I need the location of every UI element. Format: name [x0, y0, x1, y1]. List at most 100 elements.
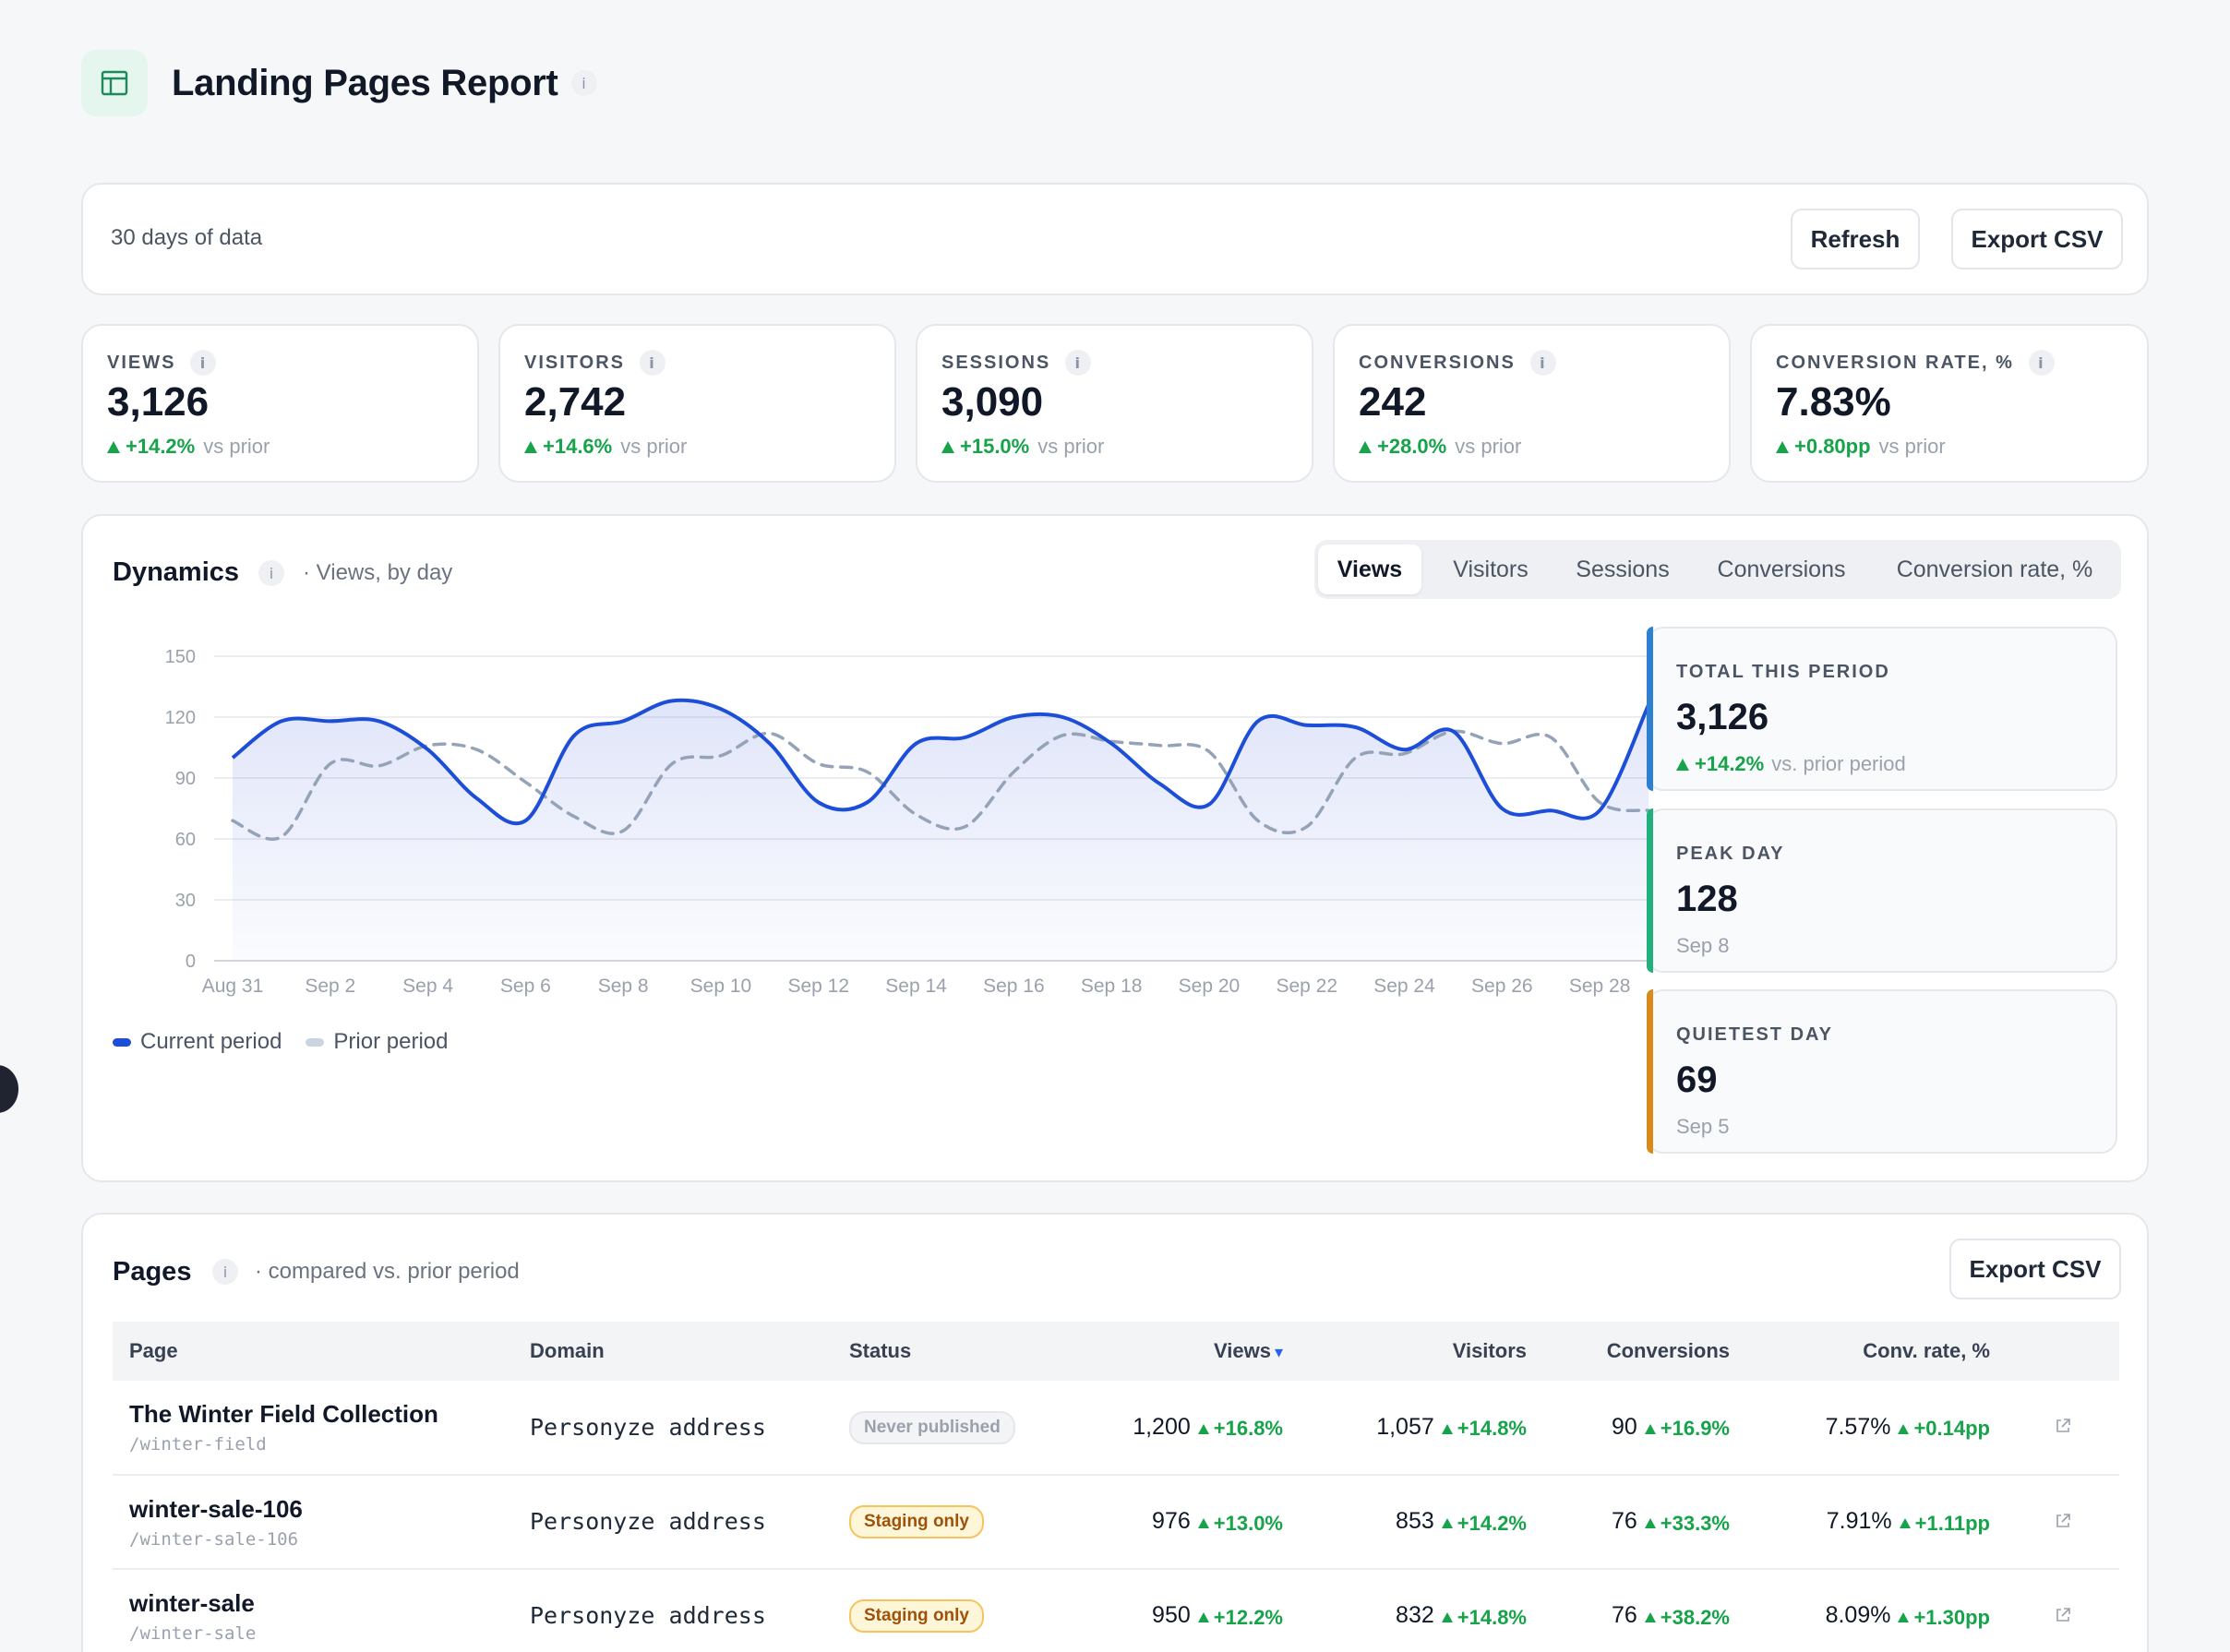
x-tick-label: Sep 8: [598, 976, 649, 997]
page-name[interactable]: winter-sale: [129, 1588, 255, 1617]
stat-label: QUIETEST DAY: [1676, 1024, 1833, 1045]
info-icon[interactable]: i: [190, 350, 217, 376]
table-row[interactable]: winter-sale/winter-sale Personyze addres…: [113, 1569, 2119, 1652]
column-header-visitors[interactable]: Visitors: [1452, 1339, 1527, 1362]
info-icon[interactable]: i: [212, 1259, 238, 1285]
kpi-card-visitors: VISITORS i 2,742 +14.6% vs prior: [498, 324, 896, 483]
legend-swatch-prior: [306, 1037, 325, 1047]
domain: Personyze address: [530, 1602, 766, 1629]
column-header-views[interactable]: Views ▾: [1041, 1322, 1300, 1381]
column-header-conv-rate[interactable]: Conv. rate, %: [1863, 1339, 1990, 1362]
kpi-delta: +28.0%: [1377, 435, 1447, 458]
views-delta: +13.0%: [1213, 1511, 1283, 1535]
refresh-button[interactable]: Refresh: [1791, 209, 1920, 269]
external-link-icon[interactable]: [2055, 1607, 2071, 1623]
views-delta: +12.2%: [1213, 1605, 1283, 1629]
kpi-label: CONVERSIONS: [1359, 352, 1516, 373]
column-header-status[interactable]: Status: [849, 1339, 912, 1362]
up-arrow-icon: [107, 440, 120, 453]
conv-rate-delta: +0.14pp: [1913, 1417, 1990, 1441]
column-header-conversions[interactable]: Conversions: [1606, 1339, 1730, 1362]
status-badge: Never published: [849, 1410, 1015, 1444]
visitors-value: 853: [1396, 1508, 1434, 1535]
kpi-value: 3,126: [107, 379, 210, 425]
up-arrow-icon: [1441, 1612, 1453, 1623]
up-arrow-icon: [1197, 1518, 1209, 1529]
conversions-value: 76: [1611, 1508, 1637, 1535]
kpi-card-sessions: SESSIONS i 3,090 +15.0% vs prior: [916, 324, 1313, 483]
tab-conversions[interactable]: Conversions: [1717, 556, 1846, 582]
tab-visitors[interactable]: Visitors: [1453, 556, 1529, 582]
page-title: Landing Pages Report: [172, 62, 558, 103]
page-path: /winter-sale: [129, 1622, 257, 1644]
y-tick-label: 60: [175, 830, 196, 850]
stat-delta: +14.2%: [1695, 752, 1765, 775]
visitors-delta: +14.8%: [1457, 1605, 1527, 1629]
export-csv-button[interactable]: Export CSV: [1949, 1239, 2121, 1299]
status-badge: Staging only: [849, 1505, 984, 1538]
conversions-delta: +33.3%: [1660, 1511, 1730, 1535]
kpi-label: CONVERSION RATE, %: [1776, 352, 2014, 373]
y-tick-label: 120: [165, 708, 196, 728]
dynamics-title: Dynamics: [113, 557, 240, 587]
stat-label: TOTAL THIS PERIOD: [1676, 662, 1890, 682]
info-icon[interactable]: i: [258, 560, 284, 586]
pages-card: Pages i · compared vs. prior period Expo…: [81, 1213, 2149, 1652]
legend-swatch-current: [113, 1037, 131, 1047]
kpi-vs: vs prior: [1037, 435, 1105, 458]
column-header-page[interactable]: Page: [129, 1339, 178, 1362]
kpi-vs: vs prior: [1455, 435, 1522, 458]
table-row[interactable]: winter-sale-106/winter-sale-106 Personyz…: [113, 1475, 2119, 1570]
sort-desc-icon: ▾: [1274, 1343, 1283, 1361]
x-tick-label: Sep 2: [305, 976, 355, 997]
up-arrow-icon: [1441, 1423, 1453, 1434]
x-tick-label: Sep 20: [1179, 976, 1241, 997]
stat-value: 69: [1676, 1059, 1718, 1100]
conv-rate-value: 7.57%: [1825, 1413, 1891, 1440]
x-tick-label: Sep 24: [1373, 976, 1435, 997]
kpi-label: VIEWS: [107, 352, 176, 373]
external-link-icon[interactable]: [2055, 1418, 2071, 1434]
x-tick-label: Sep 10: [690, 976, 752, 997]
pages-table: Page Domain Status Views ▾ Visitors Conve…: [113, 1322, 2119, 1652]
tab-views[interactable]: Views: [1318, 545, 1421, 594]
page-path: /winter-field: [129, 1434, 267, 1454]
legend-current: Current period: [140, 1029, 282, 1054]
range-text: 30 days of data: [111, 225, 263, 250]
table-row[interactable]: The Winter Field Collection/winter-field…: [113, 1381, 2119, 1476]
stat-peak-day: PEAK DAY 128 Sep 8: [1647, 808, 2117, 973]
stat-sub: Sep 5: [1676, 1115, 1730, 1138]
kpi-vs: vs prior: [620, 435, 688, 458]
accent-bar: [1647, 989, 1653, 1154]
views-header-label: Views: [1213, 1339, 1271, 1362]
page-path: /winter-sale-106: [129, 1528, 299, 1550]
up-arrow-icon: [524, 440, 537, 453]
floating-handle[interactable]: [0, 1065, 18, 1113]
pages-title: Pages: [113, 1257, 192, 1287]
external-link-icon[interactable]: [2055, 1513, 2071, 1529]
stat-quietest-day: QUIETEST DAY 69 Sep 5: [1647, 989, 2117, 1154]
column-header-domain[interactable]: Domain: [530, 1339, 605, 1362]
up-arrow-icon: [941, 440, 954, 453]
layout-icon: [81, 50, 148, 116]
tab-sessions[interactable]: Sessions: [1576, 556, 1670, 582]
current-period-line: [231, 698, 1650, 826]
page-name[interactable]: The Winter Field Collection: [129, 1400, 438, 1428]
up-arrow-icon: [1898, 1612, 1910, 1623]
kpi-delta: +0.80pp: [1794, 435, 1871, 458]
up-arrow-icon: [1776, 440, 1789, 453]
export-csv-button[interactable]: Export CSV: [1951, 209, 2123, 269]
info-icon[interactable]: i: [1529, 350, 1556, 376]
tab-conversion-rate[interactable]: Conversion rate, %: [1896, 556, 2093, 582]
info-icon[interactable]: i: [1065, 350, 1092, 376]
views-delta: +16.8%: [1213, 1417, 1283, 1441]
page-name[interactable]: winter-sale-106: [129, 1494, 303, 1523]
info-icon[interactable]: i: [570, 70, 597, 96]
info-icon[interactable]: i: [2028, 350, 2055, 376]
pages-subtitle: · compared vs. prior period: [255, 1259, 520, 1284]
visitors-value: 1,057: [1376, 1413, 1434, 1440]
x-tick-label: Sep 18: [1081, 976, 1143, 997]
stat-sub: Sep 8: [1676, 934, 1730, 957]
info-icon[interactable]: i: [640, 350, 665, 376]
up-arrow-icon: [1676, 758, 1689, 771]
